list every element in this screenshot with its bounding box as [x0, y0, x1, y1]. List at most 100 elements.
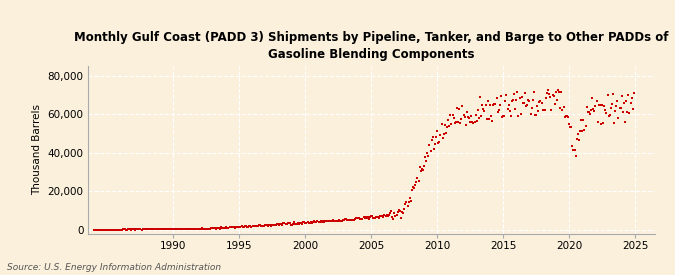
- Point: [448, 116, 459, 120]
- Point: [627, 107, 638, 111]
- Point: [480, 103, 491, 107]
- Point: [481, 117, 492, 121]
- Point: [618, 110, 628, 114]
- Point: [513, 114, 524, 118]
- Point: [411, 180, 422, 184]
- Point: [371, 215, 381, 219]
- Point: [184, 227, 195, 231]
- Point: [212, 226, 223, 230]
- Point: [149, 227, 160, 232]
- Point: [564, 122, 574, 126]
- Point: [332, 219, 343, 223]
- Point: [95, 227, 105, 232]
- Point: [140, 227, 151, 232]
- Point: [105, 227, 116, 232]
- Point: [266, 223, 277, 228]
- Point: [385, 211, 396, 215]
- Point: [203, 227, 214, 231]
- Point: [611, 103, 622, 108]
- Point: [205, 226, 215, 231]
- Point: [369, 216, 380, 220]
- Point: [437, 136, 448, 141]
- Point: [347, 218, 358, 222]
- Point: [394, 208, 404, 212]
- Point: [176, 227, 186, 231]
- Point: [221, 225, 232, 229]
- Point: [238, 225, 249, 229]
- Point: [205, 226, 216, 231]
- Point: [462, 115, 473, 119]
- Point: [595, 122, 606, 126]
- Point: [123, 227, 134, 232]
- Point: [343, 218, 354, 222]
- Point: [282, 221, 293, 226]
- Point: [450, 121, 460, 125]
- Point: [474, 116, 485, 120]
- Point: [175, 227, 186, 231]
- Point: [364, 215, 375, 219]
- Point: [130, 227, 140, 232]
- Point: [574, 128, 585, 133]
- Point: [464, 116, 475, 120]
- Point: [119, 227, 130, 232]
- Point: [572, 132, 583, 136]
- Point: [217, 226, 228, 230]
- Point: [182, 227, 193, 231]
- Point: [236, 224, 247, 229]
- Point: [497, 115, 508, 119]
- Point: [194, 227, 205, 231]
- Point: [530, 112, 541, 117]
- Point: [189, 226, 200, 231]
- Point: [541, 96, 551, 100]
- Point: [161, 227, 172, 231]
- Point: [268, 223, 279, 227]
- Point: [357, 217, 368, 221]
- Point: [401, 200, 412, 205]
- Point: [587, 96, 597, 100]
- Point: [171, 227, 182, 231]
- Point: [188, 226, 198, 231]
- Point: [614, 106, 625, 110]
- Point: [338, 218, 349, 222]
- Point: [167, 227, 178, 231]
- Point: [246, 224, 257, 229]
- Point: [425, 149, 436, 154]
- Point: [476, 114, 487, 118]
- Point: [477, 103, 487, 107]
- Point: [243, 224, 254, 229]
- Point: [531, 113, 541, 117]
- Point: [284, 221, 294, 225]
- Point: [259, 223, 270, 227]
- Point: [110, 227, 121, 232]
- Point: [554, 90, 564, 94]
- Point: [432, 129, 443, 133]
- Point: [265, 223, 275, 227]
- Point: [534, 100, 545, 105]
- Point: [511, 98, 522, 102]
- Point: [549, 102, 560, 107]
- Point: [258, 224, 269, 228]
- Point: [591, 99, 602, 103]
- Point: [389, 210, 400, 215]
- Point: [97, 227, 107, 232]
- Point: [273, 222, 284, 227]
- Point: [516, 94, 527, 99]
- Point: [539, 108, 550, 112]
- Point: [416, 166, 427, 171]
- Point: [156, 227, 167, 231]
- Point: [468, 121, 479, 125]
- Point: [492, 110, 503, 114]
- Point: [414, 165, 425, 169]
- Point: [327, 218, 338, 222]
- Point: [602, 93, 613, 97]
- Point: [604, 113, 615, 117]
- Point: [578, 117, 589, 122]
- Point: [151, 227, 161, 231]
- Point: [124, 227, 135, 232]
- Point: [388, 217, 399, 221]
- Point: [526, 106, 537, 110]
- Point: [182, 227, 192, 231]
- Point: [356, 216, 367, 221]
- Point: [616, 106, 626, 111]
- Point: [161, 227, 171, 231]
